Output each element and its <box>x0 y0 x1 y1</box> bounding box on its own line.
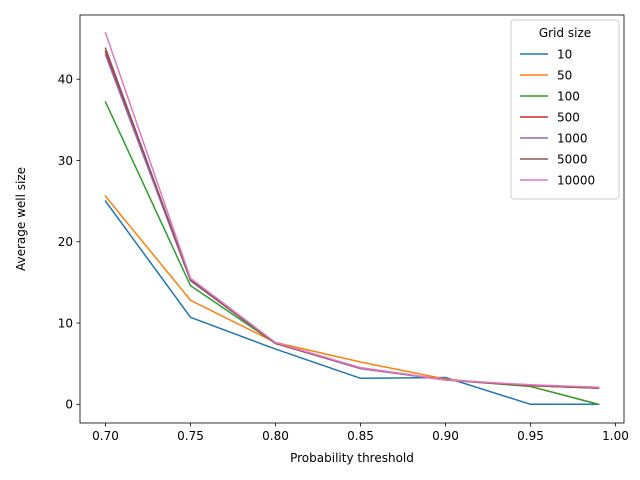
y-tick-label: 20 <box>58 235 73 249</box>
legend-label: 50 <box>557 68 572 82</box>
x-tick-label: 0.70 <box>92 429 119 443</box>
legend-items: 10 50 100 500 1000 5000 10000 <box>520 47 595 187</box>
x-axis-label: Probability threshold <box>290 451 414 465</box>
series-line-50 <box>104 195 600 406</box>
x-tick-label: 0.85 <box>347 429 374 443</box>
y-tick-label: 40 <box>58 73 73 87</box>
x-axis-ticks: 0.70 0.75 0.80 0.85 0.90 0.95 1.00 <box>92 423 629 443</box>
y-tick-label: 0 <box>65 398 73 412</box>
legend-label: 500 <box>557 110 580 124</box>
legend-box <box>510 19 620 200</box>
x-tick-label: 1.00 <box>602 429 629 443</box>
x-tick-label: 0.80 <box>262 429 289 443</box>
legend-label: 10 <box>557 47 572 61</box>
series-lines <box>104 31 600 406</box>
legend-title: Grid size <box>539 26 591 40</box>
series-line-10000 <box>104 31 600 389</box>
y-tick-label: 30 <box>58 154 73 168</box>
legend-label: 10000 <box>557 173 595 187</box>
y-axis-ticks: 0 10 20 30 40 <box>58 73 80 412</box>
legend: Grid size 10 50 100 500 1000 5000 10000 <box>510 19 620 200</box>
legend-label: 100 <box>557 89 580 103</box>
x-tick-label: 0.95 <box>517 429 544 443</box>
y-tick-label: 10 <box>58 316 73 330</box>
legend-label: 5000 <box>557 152 588 166</box>
y-axis-label: Average well size <box>14 167 28 271</box>
legend-label: 1000 <box>557 131 588 145</box>
x-tick-label: 0.75 <box>177 429 204 443</box>
series-line-10 <box>104 200 600 406</box>
x-tick-label: 0.90 <box>432 429 459 443</box>
plot-area-frame <box>79 14 625 424</box>
